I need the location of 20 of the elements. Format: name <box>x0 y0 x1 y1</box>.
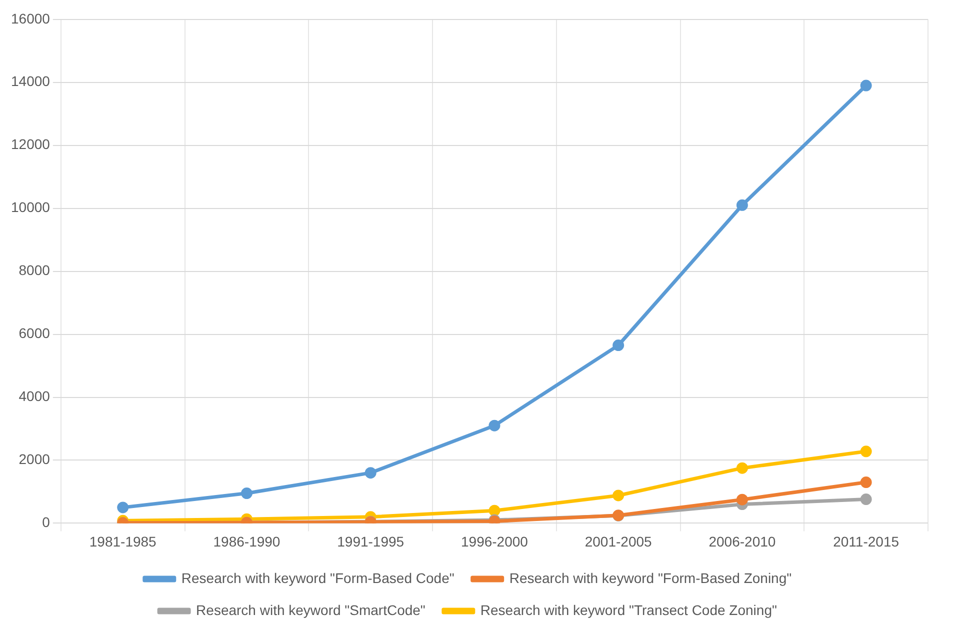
x-tick-label: 2006-2010 <box>708 533 776 550</box>
legend-label: Research with keyword "Form-Based Zoning" <box>509 570 792 586</box>
y-tick-label: 2000 <box>18 451 50 468</box>
x-tick-label: 1986-1990 <box>213 533 280 550</box>
legend-label: Research with keyword "SmartCode" <box>196 602 426 618</box>
y-tick-label: 14000 <box>10 73 50 90</box>
y-tick-label: 6000 <box>18 325 50 342</box>
x-tick-label: 2011-2015 <box>833 533 900 550</box>
x-tick-label: 1991-1995 <box>337 533 404 550</box>
y-tick-label: 16000 <box>10 10 50 26</box>
y-tick-label: 4000 <box>18 388 50 404</box>
legend-label: Research with keyword "Form-Based Code" <box>181 570 454 586</box>
x-tick-label: 1996-2000 <box>460 533 528 550</box>
y-tick-label: 8000 <box>18 262 50 278</box>
y-tick-label: 0 <box>42 514 50 530</box>
x-tick-label: 2001-2005 <box>584 533 652 550</box>
x-tick-label: 1981-1985 <box>89 533 157 550</box>
legend-label: Research with keyword "Transect Code Zoning" <box>480 602 777 618</box>
y-tick-label: 12000 <box>10 136 50 152</box>
y-tick-label: 10000 <box>10 199 50 216</box>
